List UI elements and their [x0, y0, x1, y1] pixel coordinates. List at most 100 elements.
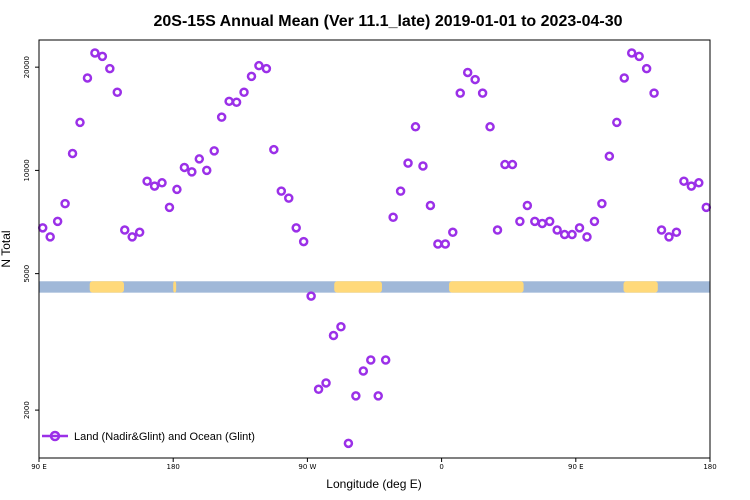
data-point: [612, 117, 622, 128]
data-point: [276, 186, 287, 196]
data-point: [664, 232, 674, 242]
data-point: [321, 378, 331, 388]
legend-marker: [49, 430, 61, 442]
data-point: [97, 51, 108, 62]
x-tick-label: 90 E: [31, 463, 47, 471]
land-ocean-band: [39, 281, 710, 293]
land-segment: [623, 281, 658, 293]
data-point: [298, 236, 309, 247]
data-point: [149, 181, 160, 191]
data-point: [380, 355, 391, 365]
data-point: [395, 186, 406, 196]
x-axis-label: Longitude (deg E): [326, 477, 421, 491]
data-point: [52, 216, 63, 227]
data-point: [37, 223, 48, 233]
x-tick-label: 90 E: [568, 463, 584, 471]
data-point: [597, 198, 607, 209]
data-point: [343, 438, 354, 449]
data-point: [641, 63, 652, 74]
data-point: [209, 146, 219, 156]
data-point: [127, 232, 137, 242]
y-tick-label: 5000: [23, 265, 31, 283]
data-point: [433, 239, 443, 249]
data-point: [90, 48, 100, 58]
data-point: [45, 232, 55, 242]
data-point: [567, 229, 577, 240]
data-point: [582, 232, 592, 242]
data-point: [194, 154, 205, 164]
data-point: [485, 122, 495, 132]
data-point: [649, 88, 659, 98]
data-point: [619, 73, 630, 83]
data-point: [462, 67, 473, 78]
data-point: [142, 176, 152, 186]
x-tick-label: 90 W: [298, 463, 316, 471]
data-point: [254, 60, 264, 71]
data-point: [455, 88, 465, 98]
data-point: [410, 122, 421, 132]
data-point: [179, 162, 190, 173]
data-point: [269, 144, 279, 155]
data-point: [373, 391, 383, 401]
y-tick-label: 10000: [23, 159, 31, 181]
x-tick-label: 180: [703, 463, 716, 471]
data-point: [291, 223, 301, 233]
data-point: [328, 330, 339, 341]
data-point: [552, 225, 562, 235]
land-segment: [173, 281, 177, 293]
data-point: [448, 227, 458, 238]
data-point: [60, 198, 70, 209]
data-point: [671, 227, 682, 238]
data-point: [246, 71, 257, 82]
data-point: [440, 239, 451, 249]
data-point: [418, 161, 428, 171]
data-point: [313, 384, 324, 395]
data-point: [388, 212, 398, 223]
data-point: [224, 96, 234, 107]
data-point: [284, 193, 294, 203]
data-point: [403, 158, 413, 168]
data-point: [522, 200, 533, 211]
data-point: [134, 227, 145, 238]
data-point: [164, 202, 175, 213]
data-point: [157, 178, 167, 188]
data-point: [112, 87, 123, 97]
data-point: [656, 225, 667, 235]
data-point: [515, 216, 525, 227]
data-point: [574, 223, 585, 233]
x-tick-label: 180: [167, 463, 180, 471]
data-point: [351, 391, 361, 401]
data-point: [626, 48, 637, 58]
data-point: [679, 176, 689, 186]
data-point: [75, 117, 85, 128]
data-point: [470, 74, 480, 85]
data-point: [477, 88, 488, 98]
chart-title: 20S-15S Annual Mean (Ver 11.1_late) 2019…: [154, 13, 623, 30]
data-point: [500, 159, 510, 170]
data-point: [537, 218, 547, 229]
data-point: [172, 184, 182, 195]
legend-label: Land (Nadir&Glint) and Ocean (Glint): [74, 431, 255, 443]
data-point: [119, 225, 130, 235]
data-point: [306, 291, 316, 301]
data-point: [530, 216, 540, 227]
legend: Land (Nadir&Glint) and Ocean (Glint): [42, 430, 255, 443]
data-point: [105, 63, 115, 74]
data-point: [701, 202, 712, 213]
data-point: [366, 355, 376, 365]
data-point: [559, 229, 570, 240]
land-segment: [449, 281, 524, 293]
plot-frame: [38, 39, 711, 459]
data-point: [544, 216, 555, 227]
y-axis-label: N Total: [0, 230, 13, 267]
data-points: [37, 48, 712, 449]
y-tick-label: 2000: [23, 401, 31, 419]
data-point: [216, 112, 227, 122]
axis-ticks: 90 E 180 90 W 0 90 E 180 2000 5000 10000 20000: [23, 56, 717, 471]
data-point: [686, 181, 697, 191]
data-point: [589, 216, 600, 227]
data-point: [67, 148, 78, 159]
data-point: [187, 167, 197, 177]
y-tick-label: 20000: [23, 56, 31, 78]
